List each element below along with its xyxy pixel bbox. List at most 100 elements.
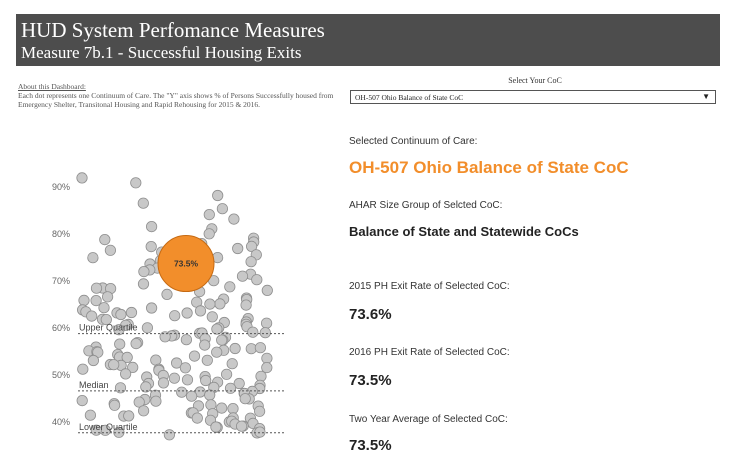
coc-point[interactable] [130, 338, 142, 350]
coc-point[interactable] [104, 244, 117, 256]
coc-point[interactable] [200, 374, 212, 387]
coc-select[interactable]: OH-507 Ohio Balance of State CoC ▼ [350, 90, 716, 104]
coc-point[interactable] [206, 311, 218, 323]
coc-point[interactable] [204, 298, 216, 310]
coc-point[interactable] [260, 317, 273, 329]
dropdown-arrow-icon[interactable]: ▼ [702, 92, 710, 101]
coc-point[interactable] [232, 242, 244, 255]
coc-point[interactable] [228, 213, 240, 225]
coc-point[interactable] [186, 390, 198, 402]
coc-point[interactable] [188, 350, 201, 362]
coc-point[interactable] [138, 405, 150, 417]
coc-point[interactable] [137, 197, 149, 209]
coc-point[interactable] [221, 368, 233, 380]
coc-point[interactable] [214, 298, 226, 310]
coc-point[interactable] [87, 354, 100, 367]
coc-point[interactable] [76, 395, 88, 407]
coc-point[interactable] [227, 402, 239, 415]
coc-point[interactable] [90, 282, 103, 294]
coc-point[interactable] [86, 310, 98, 322]
coc-point[interactable] [98, 302, 110, 314]
coc-point[interactable] [99, 234, 111, 246]
coc-point[interactable] [108, 359, 120, 371]
coc-point[interactable] [211, 346, 223, 358]
coc-point[interactable] [130, 177, 142, 189]
coc-point[interactable] [239, 393, 251, 405]
coc-point[interactable] [102, 291, 114, 303]
coc-point[interactable] [181, 374, 194, 386]
coc-point[interactable] [145, 241, 157, 253]
coc-point[interactable] [140, 381, 152, 393]
coc-point[interactable] [120, 368, 132, 380]
coc-point[interactable] [113, 324, 125, 336]
coc-point[interactable] [254, 426, 266, 438]
coc-point[interactable] [100, 314, 112, 326]
selected-coc-point[interactable] [157, 235, 215, 293]
coc-point[interactable] [78, 294, 90, 306]
coc-point[interactable] [150, 395, 162, 407]
coc-point[interactable] [199, 339, 211, 351]
coc-point[interactable] [180, 334, 192, 346]
coc-point[interactable] [115, 308, 127, 321]
coc-point[interactable] [216, 402, 228, 414]
coc-point[interactable] [259, 327, 271, 339]
coc-point[interactable] [201, 354, 213, 366]
coc-point[interactable] [210, 421, 222, 433]
coc-point[interactable] [233, 377, 245, 390]
coc-point[interactable] [181, 307, 193, 319]
coc-point[interactable] [127, 361, 139, 373]
coc-point[interactable] [240, 299, 252, 311]
coc-point[interactable] [133, 396, 145, 408]
coc-point[interactable] [224, 281, 236, 293]
coc-point[interactable] [125, 306, 138, 319]
coc-point[interactable] [212, 189, 224, 202]
coc-point[interactable] [90, 295, 102, 307]
selected-coc-point-label: 73.5% [174, 259, 199, 269]
coc-point[interactable] [157, 377, 170, 389]
coc-point[interactable] [203, 228, 215, 240]
coc-point[interactable] [216, 334, 228, 346]
coc-point[interactable] [159, 331, 171, 343]
coc-point[interactable] [168, 372, 180, 384]
coc-point[interactable] [194, 305, 207, 317]
coc-point[interactable] [141, 322, 153, 334]
coc-point[interactable] [211, 323, 223, 335]
coc-point[interactable] [254, 405, 266, 417]
coc-point[interactable] [146, 302, 158, 314]
coc-point[interactable] [123, 410, 135, 422]
coc-point[interactable] [261, 284, 273, 296]
coc-point[interactable] [176, 386, 188, 398]
coc-point[interactable] [203, 209, 215, 221]
coc-point[interactable] [261, 362, 273, 374]
coc-point[interactable] [191, 412, 203, 424]
coc-point[interactable] [251, 274, 263, 286]
coc-point[interactable] [169, 310, 181, 322]
coc-point[interactable] [138, 266, 150, 278]
coc-point[interactable] [226, 358, 238, 370]
coc-point[interactable] [114, 338, 126, 350]
coc-point[interactable] [179, 362, 191, 374]
coc-point[interactable] [161, 288, 173, 300]
coc-point[interactable] [245, 256, 257, 268]
coc-point[interactable] [114, 382, 127, 394]
coc-point[interactable] [171, 357, 183, 369]
coc-point[interactable] [224, 382, 237, 394]
coc-point[interactable] [84, 409, 97, 421]
coc-point[interactable] [247, 326, 259, 338]
coc-point[interactable] [87, 252, 99, 264]
coc-point[interactable] [77, 363, 89, 375]
coc-point[interactable] [146, 221, 158, 233]
coc-point[interactable] [163, 429, 175, 441]
coc-point[interactable] [216, 203, 228, 215]
coc-point[interactable] [109, 399, 121, 411]
coc-point[interactable] [229, 342, 241, 355]
coc-point[interactable] [76, 172, 88, 184]
coc-point[interactable] [137, 278, 150, 290]
about-heading[interactable]: About this Dashboard: [18, 82, 86, 91]
coc-point[interactable] [236, 270, 249, 282]
coc-point[interactable] [121, 351, 133, 363]
coc-point[interactable] [236, 420, 248, 432]
coc-point[interactable] [261, 352, 273, 364]
coc-point[interactable] [254, 342, 266, 354]
coc-point[interactable] [246, 240, 258, 253]
